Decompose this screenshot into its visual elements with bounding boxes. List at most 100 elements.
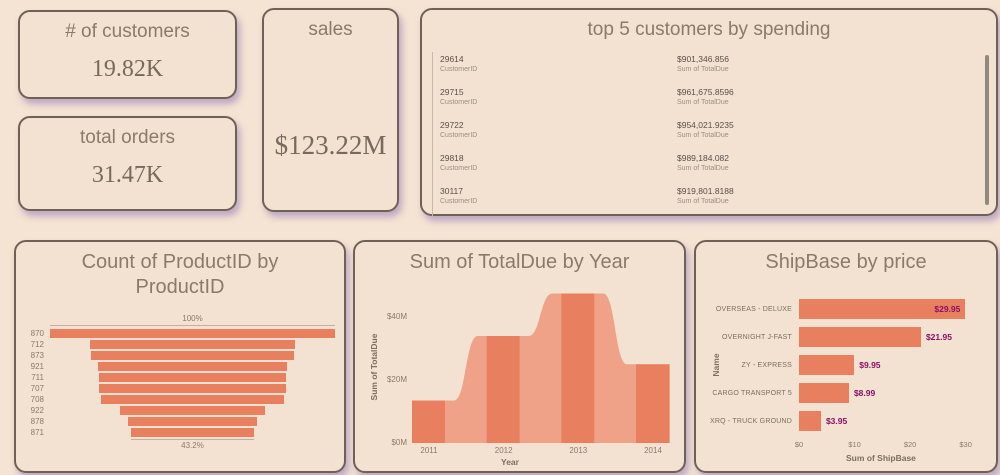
funnel-category-label: 711 xyxy=(31,373,44,382)
bar-row: ZY - EXPRESS $9.95 xyxy=(696,355,996,375)
funnel-track xyxy=(50,417,335,426)
area-chart-plot[interactable] xyxy=(412,290,670,448)
totaldue-cell: $919,801.8188 Sum of TotalDue xyxy=(677,184,976,217)
funnel-bottom-line xyxy=(130,439,255,440)
funnel-track xyxy=(50,373,335,382)
bar[interactable] xyxy=(799,355,854,375)
customer-id-value: 29715 xyxy=(440,87,464,97)
card-top5-customers-by-spending[interactable]: top 5 customers by spending 29614 Custome… xyxy=(420,8,998,217)
funnel-track xyxy=(50,406,335,415)
bar-value-label: $8.99 xyxy=(853,388,876,398)
area-year-band[interactable] xyxy=(486,336,520,443)
area-year-band[interactable] xyxy=(412,400,445,444)
list-item[interactable]: 29614 CustomerID $901,346.856 Sum of TotalD… xyxy=(432,52,976,85)
totaldue-value: $954,021.9235 xyxy=(677,120,734,130)
card-sum-of-totaldue-by-year[interactable]: Sum of TotalDue by Year $0M $20M $40M 2011 2… xyxy=(353,240,686,473)
funnel-category-label: 878 xyxy=(30,417,44,426)
y-tick-label: $40M xyxy=(386,312,407,322)
bar[interactable] xyxy=(799,327,921,347)
bar-track: $9.95 xyxy=(799,355,996,375)
list-item[interactable]: 30117 CustomerID $919,801.8188 Sum of Total… xyxy=(432,184,976,217)
funnel-track xyxy=(50,428,335,437)
bar-track: $8.99 xyxy=(799,383,996,403)
funnel-bar[interactable] xyxy=(89,340,296,349)
bar-chart-rows: OVERSEAS - DELUXE $29.95 OVERNIGHT J-FAST $… xyxy=(696,299,996,439)
x-tick-label: $30 xyxy=(959,440,972,449)
funnel-bar[interactable] xyxy=(50,329,335,338)
card-number-of-customers[interactable]: # of customers 19.82K xyxy=(18,10,237,99)
funnel-bar[interactable] xyxy=(101,395,284,404)
x-tick-label: 2014 xyxy=(644,446,662,455)
customer-id-cell: 29614 CustomerID xyxy=(432,52,677,85)
funnel-top-percent-label: 100% xyxy=(182,314,203,323)
funnel-row: 708 xyxy=(20,395,335,404)
funnel-bar[interactable] xyxy=(98,362,287,371)
y-axis-title: Name xyxy=(711,353,721,377)
x-axis-title: Sum of ShipBase xyxy=(846,453,916,463)
card-sales[interactable]: sales $123.22M xyxy=(262,8,399,212)
funnel-row: 711 xyxy=(20,373,335,382)
totaldue-value: $919,801.8188 xyxy=(677,186,734,196)
list-item[interactable]: 29715 CustomerID $961,675.8596 Sum of Total… xyxy=(432,85,976,118)
bar-value-label: $21.95 xyxy=(925,332,952,342)
bar-track: $29.95 xyxy=(799,299,996,319)
bar[interactable] xyxy=(799,411,821,431)
list-item[interactable]: 29722 CustomerID $954,021.9235 Sum of Total… xyxy=(432,118,976,151)
funnel-chart: 100% 870 712 873 921 711 707 708 922 878 871 43.2% xyxy=(20,314,335,451)
totaldue-label: Sum of TotalDue xyxy=(677,165,729,172)
totaldue-label: Sum of TotalDue xyxy=(677,66,729,73)
funnel-bar[interactable] xyxy=(98,384,287,393)
customer-id-value: 29818 xyxy=(440,153,464,163)
funnel-bar[interactable] xyxy=(120,406,265,415)
funnel-row: 878 xyxy=(20,417,335,426)
funnel-bar[interactable] xyxy=(128,417,257,426)
area-year-band[interactable] xyxy=(561,293,595,444)
card-title: sales xyxy=(308,19,353,40)
bar-category-label: CARGO TRANSPORT 5 xyxy=(712,389,792,397)
card-funnel-count-of-productid[interactable]: Count of ProductID by ProductID 100% 870 7… xyxy=(14,240,346,473)
kpi-value: 31.47K xyxy=(91,161,164,188)
customer-id-cell: 29715 CustomerID xyxy=(432,85,677,118)
totaldue-value: $901,346.856 xyxy=(677,54,729,64)
funnel-category-label: 708 xyxy=(30,395,44,404)
area-series[interactable] xyxy=(412,293,670,444)
funnel-category-label: 873 xyxy=(30,351,44,360)
customer-id-cell: 30117 CustomerID xyxy=(432,184,677,217)
list-item[interactable]: 29818 CustomerID $989,184.082 Sum of TotalD… xyxy=(432,151,976,184)
funnel-bar[interactable] xyxy=(130,428,255,437)
bar-track: $21.95 xyxy=(799,327,996,347)
funnel-bar[interactable] xyxy=(90,351,295,360)
kpi-value: $123.22M xyxy=(274,129,387,160)
funnel-category-label: 870 xyxy=(30,329,44,338)
funnel-track xyxy=(50,395,335,404)
bar[interactable] xyxy=(799,299,965,319)
bar-category-label: OVERNIGHT J-FAST xyxy=(722,333,792,341)
multi-row-card-list: 29614 CustomerID $901,346.856 Sum of TotalD… xyxy=(432,52,976,217)
customer-id-label: CustomerID xyxy=(440,66,478,73)
x-tick-label: 2011 xyxy=(420,446,438,455)
totaldue-cell: $901,346.856 Sum of TotalDue xyxy=(677,52,976,85)
y-tick-label: $0M xyxy=(391,438,407,447)
card-total-orders[interactable]: total orders 31.47K xyxy=(18,116,237,211)
x-axis-title: Year xyxy=(501,457,519,467)
bar[interactable] xyxy=(799,383,849,403)
bar-row: OVERSEAS - DELUXE $29.95 xyxy=(696,299,996,319)
area-chart-svg[interactable] xyxy=(412,290,670,443)
bar-row: CARGO TRANSPORT 5 $8.99 xyxy=(696,383,996,403)
funnel-track xyxy=(50,351,335,360)
area-year-band[interactable] xyxy=(636,364,669,443)
card-title: Sum of TotalDue by Year xyxy=(409,251,630,273)
bar-category-label: ZY - EXPRESS xyxy=(741,361,792,369)
vertical-scrollbar[interactable] xyxy=(985,55,989,205)
customer-id-label: CustomerID xyxy=(440,165,478,172)
customer-id-cell: 29818 CustomerID xyxy=(432,151,677,184)
funnel-bar[interactable] xyxy=(98,373,287,382)
funnel-track xyxy=(50,329,335,338)
customer-id-label: CustomerID xyxy=(440,132,478,139)
totaldue-label: Sum of TotalDue xyxy=(677,198,729,205)
totaldue-cell: $961,675.8596 Sum of TotalDue xyxy=(677,85,976,118)
x-tick-label: $0 xyxy=(794,440,804,449)
card-shipbase-by-price[interactable]: ShipBase by price OVERSEAS - DELUXE $29.9… xyxy=(694,240,998,473)
x-tick-label: 2012 xyxy=(494,446,513,455)
